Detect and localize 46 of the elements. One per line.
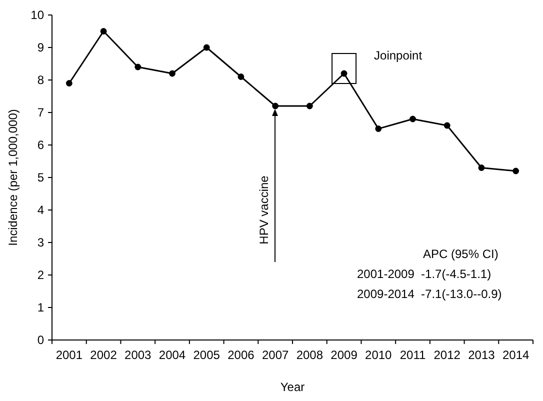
y-tick-label: 0 <box>37 333 44 348</box>
x-tick-label: 2009 <box>330 348 358 362</box>
y-tick-label: 6 <box>37 138 44 152</box>
x-tick-label: 2007 <box>262 348 289 362</box>
y-tick-label: 9 <box>37 40 44 55</box>
point <box>478 164 485 171</box>
y-tick-label: 1 <box>37 300 44 315</box>
point <box>238 74 244 80</box>
annotation: Joinpoint <box>374 48 423 62</box>
point <box>375 126 382 132</box>
y-tick-label: 8 <box>37 73 44 88</box>
point <box>134 64 142 70</box>
point <box>444 122 450 129</box>
x-tick-label: 2002 <box>90 348 118 362</box>
point <box>306 102 313 110</box>
y-tick-label: 3 <box>37 236 44 250</box>
point <box>410 116 416 122</box>
point <box>66 80 72 86</box>
y-tick-label: 7 <box>37 106 44 120</box>
annotation: 2009-2014 -7.1(-13.0--0.9) <box>357 287 502 301</box>
x-tick-label: 2004 <box>158 348 186 362</box>
x-tick-label: 2003 <box>124 348 152 362</box>
x-axis-title: Year <box>280 380 305 394</box>
annotation: APC (95% CI) <box>423 247 498 261</box>
y-tick-label: 10 <box>30 8 44 22</box>
y-tick-label: 4 <box>37 203 44 218</box>
x-tick-label: 2014 <box>502 348 530 362</box>
y-tick-label: 5 <box>37 170 44 185</box>
x-tick-label: 2012 <box>434 348 461 362</box>
x-tick-label: 2011 <box>400 348 426 362</box>
y-axis-title: Incidence (per 1,000,000) <box>6 109 20 246</box>
point <box>100 28 107 34</box>
x-tick-label: 2010 <box>365 348 392 362</box>
x-tick-label: 2013 <box>468 348 496 362</box>
point <box>203 44 210 51</box>
x-tick-label: 2008 <box>296 348 324 362</box>
x-tick-label: 2005 <box>193 348 220 362</box>
point <box>512 168 520 174</box>
annotation: 2001-2009 -1.7(-4.5-1.1) <box>357 267 492 281</box>
y-tick-label: 2 <box>37 268 44 282</box>
point <box>272 102 279 110</box>
x-tick-label: 2006 <box>228 348 255 362</box>
annotation: HPV vaccine <box>257 175 271 244</box>
point <box>340 70 348 77</box>
point <box>169 70 176 77</box>
x-tick-label: 2001 <box>56 348 83 362</box>
